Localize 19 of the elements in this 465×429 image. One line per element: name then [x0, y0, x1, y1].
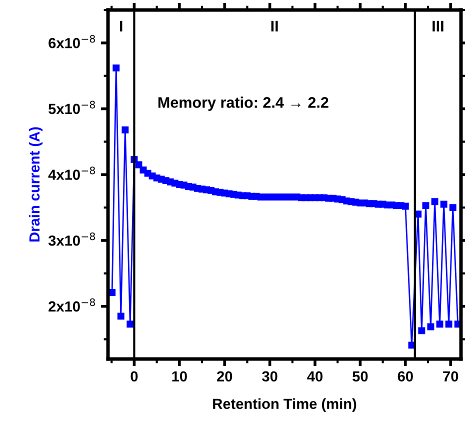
x-tick-label: 20: [217, 371, 232, 382]
x-tick-label: 40: [307, 371, 323, 382]
x-tick-label: 50: [352, 371, 368, 382]
y-axis-title: Drain current (A): [28, 127, 43, 242]
x-axis-title: Retention Time (min): [213, 398, 356, 412]
y-tick-label: 4x10$^{−8}$: [48, 166, 95, 180]
y-tick-label: 3x10$^{−8}$: [48, 232, 95, 246]
annotation: Memory ratio: 2.4 → 2.2: [158, 96, 328, 111]
x-tick-label: 0: [130, 371, 138, 382]
x-tick-label: 60: [398, 371, 413, 382]
annotation: I: [120, 20, 122, 32]
x-tick-label: 70: [443, 371, 458, 382]
y-tick-label: 6x10$^{−8}$: [48, 34, 95, 48]
y-tick-label: 2x10$^{−8}$: [48, 298, 95, 312]
y-tick-label: 5x10$^{−8}$: [48, 100, 95, 114]
x-tick-label: 10: [172, 371, 187, 382]
annotation: II: [271, 20, 278, 32]
annotation: III: [432, 20, 444, 32]
x-tick-label: 30: [262, 371, 278, 382]
